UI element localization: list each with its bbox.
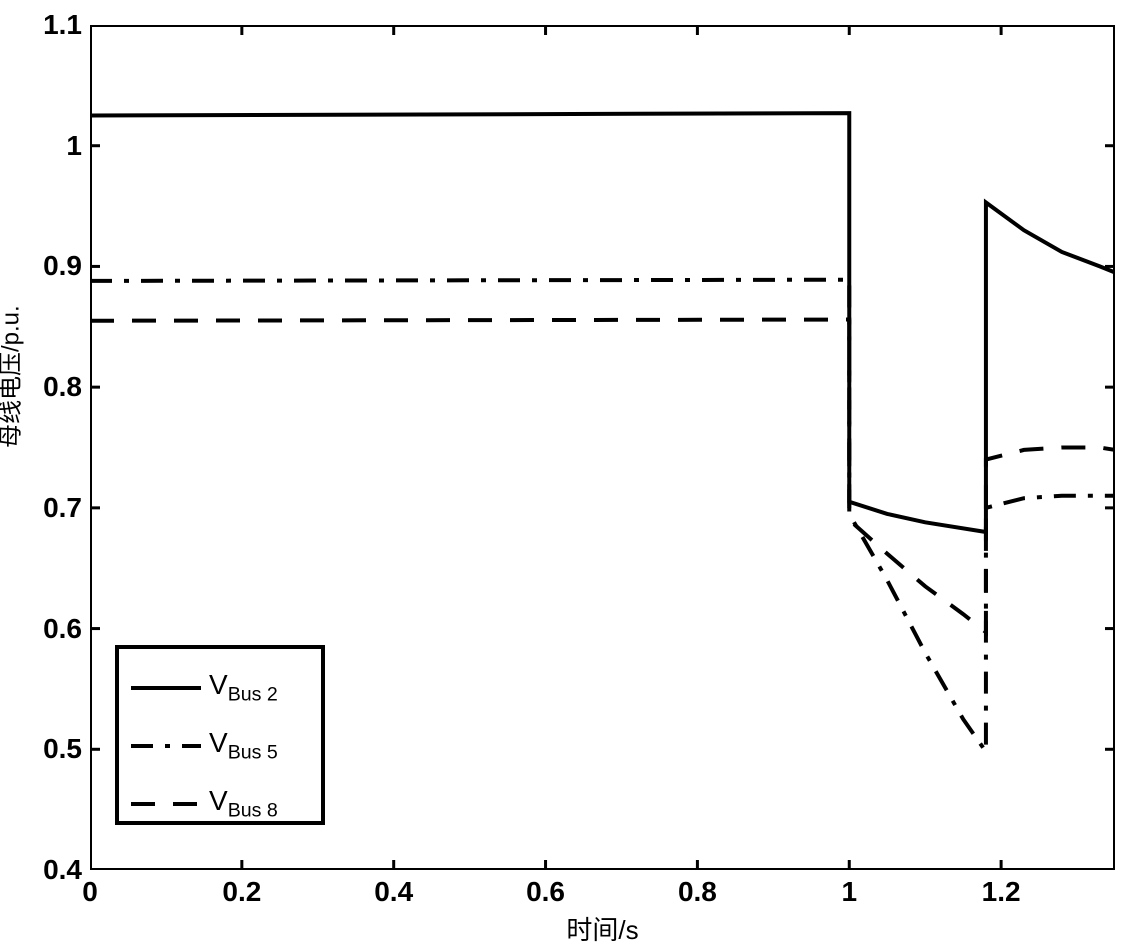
legend-swatch: [131, 792, 201, 816]
legend-item-V_Bus2: VBus 2: [131, 659, 278, 717]
x-tick-label: 0.8: [678, 876, 717, 908]
series-V_Bus2: [90, 113, 1115, 532]
legend-item-V_Bus8: VBus 8: [131, 775, 278, 833]
x-tick-label: 0.2: [222, 876, 261, 908]
x-tick-label: 0: [82, 876, 98, 908]
y-tick-label: 0.7: [43, 492, 82, 524]
bus-voltage-chart: 母线电压/p.u. 时间/s VBus 2 VBus 5 VBus 8 0 0.2 0.…: [0, 0, 1130, 949]
y-axis-label: 母线电压/p.u.: [0, 305, 26, 448]
legend-label: VBus 8: [209, 785, 278, 823]
y-tick-label: 0.6: [43, 613, 82, 645]
series-V_Bus8: [90, 320, 1115, 633]
y-tick-label: 0.9: [43, 250, 82, 282]
x-tick-label: 0.4: [374, 876, 413, 908]
legend: VBus 2 VBus 5 VBus 8: [115, 645, 325, 825]
legend-swatch: [131, 676, 201, 700]
y-tick-label: 1: [66, 130, 82, 162]
y-tick-label: 0.8: [43, 371, 82, 403]
x-axis-label: 时间/s: [566, 910, 638, 947]
legend-item-V_Bus5: VBus 5: [131, 717, 278, 775]
x-tick-label: 1.2: [982, 876, 1021, 908]
x-tick-label: 1: [841, 876, 857, 908]
y-tick-label: 0.5: [43, 733, 82, 765]
legend-swatch: [131, 734, 201, 758]
x-tick-label: 0.6: [526, 876, 565, 908]
y-tick-label: 0.4: [43, 854, 82, 886]
y-tick-label: 1.1: [43, 9, 82, 41]
legend-label: VBus 2: [209, 669, 278, 707]
legend-label: VBus 5: [209, 727, 278, 765]
